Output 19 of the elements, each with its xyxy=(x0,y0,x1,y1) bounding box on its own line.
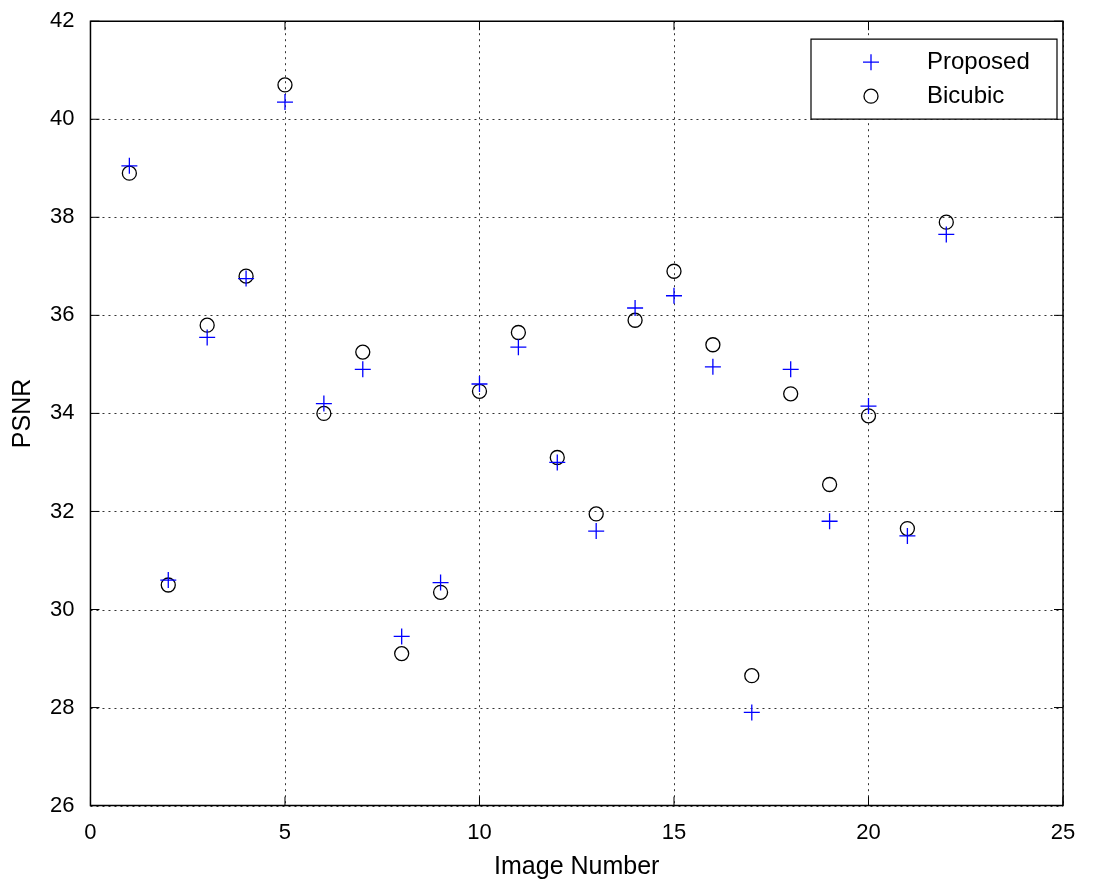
x-axis-title: Image Number xyxy=(494,850,660,879)
y-tick-label: 26 xyxy=(49,791,75,817)
y-tick-label: 30 xyxy=(49,595,75,621)
legend-label: Bicubic xyxy=(927,80,1005,108)
y-tick-label: 32 xyxy=(49,497,75,523)
x-tick-label: 5 xyxy=(278,818,292,844)
x-tick-label: 25 xyxy=(1050,818,1076,844)
y-tick-label: 34 xyxy=(49,399,75,425)
y-tick-label: 42 xyxy=(49,7,75,33)
x-tick-label: 0 xyxy=(84,818,97,844)
y-tick-label: 40 xyxy=(49,105,75,131)
x-tick-label: 15 xyxy=(661,818,687,844)
x-tick-label: 10 xyxy=(467,818,492,844)
y-tick-label: 38 xyxy=(49,203,75,229)
x-tick-label: 20 xyxy=(856,818,881,844)
y-tick-label: 28 xyxy=(49,693,75,719)
y-axis-title: PSNR xyxy=(6,378,35,449)
legend-label: Proposed xyxy=(927,46,1030,74)
y-tick-label: 36 xyxy=(49,301,75,327)
